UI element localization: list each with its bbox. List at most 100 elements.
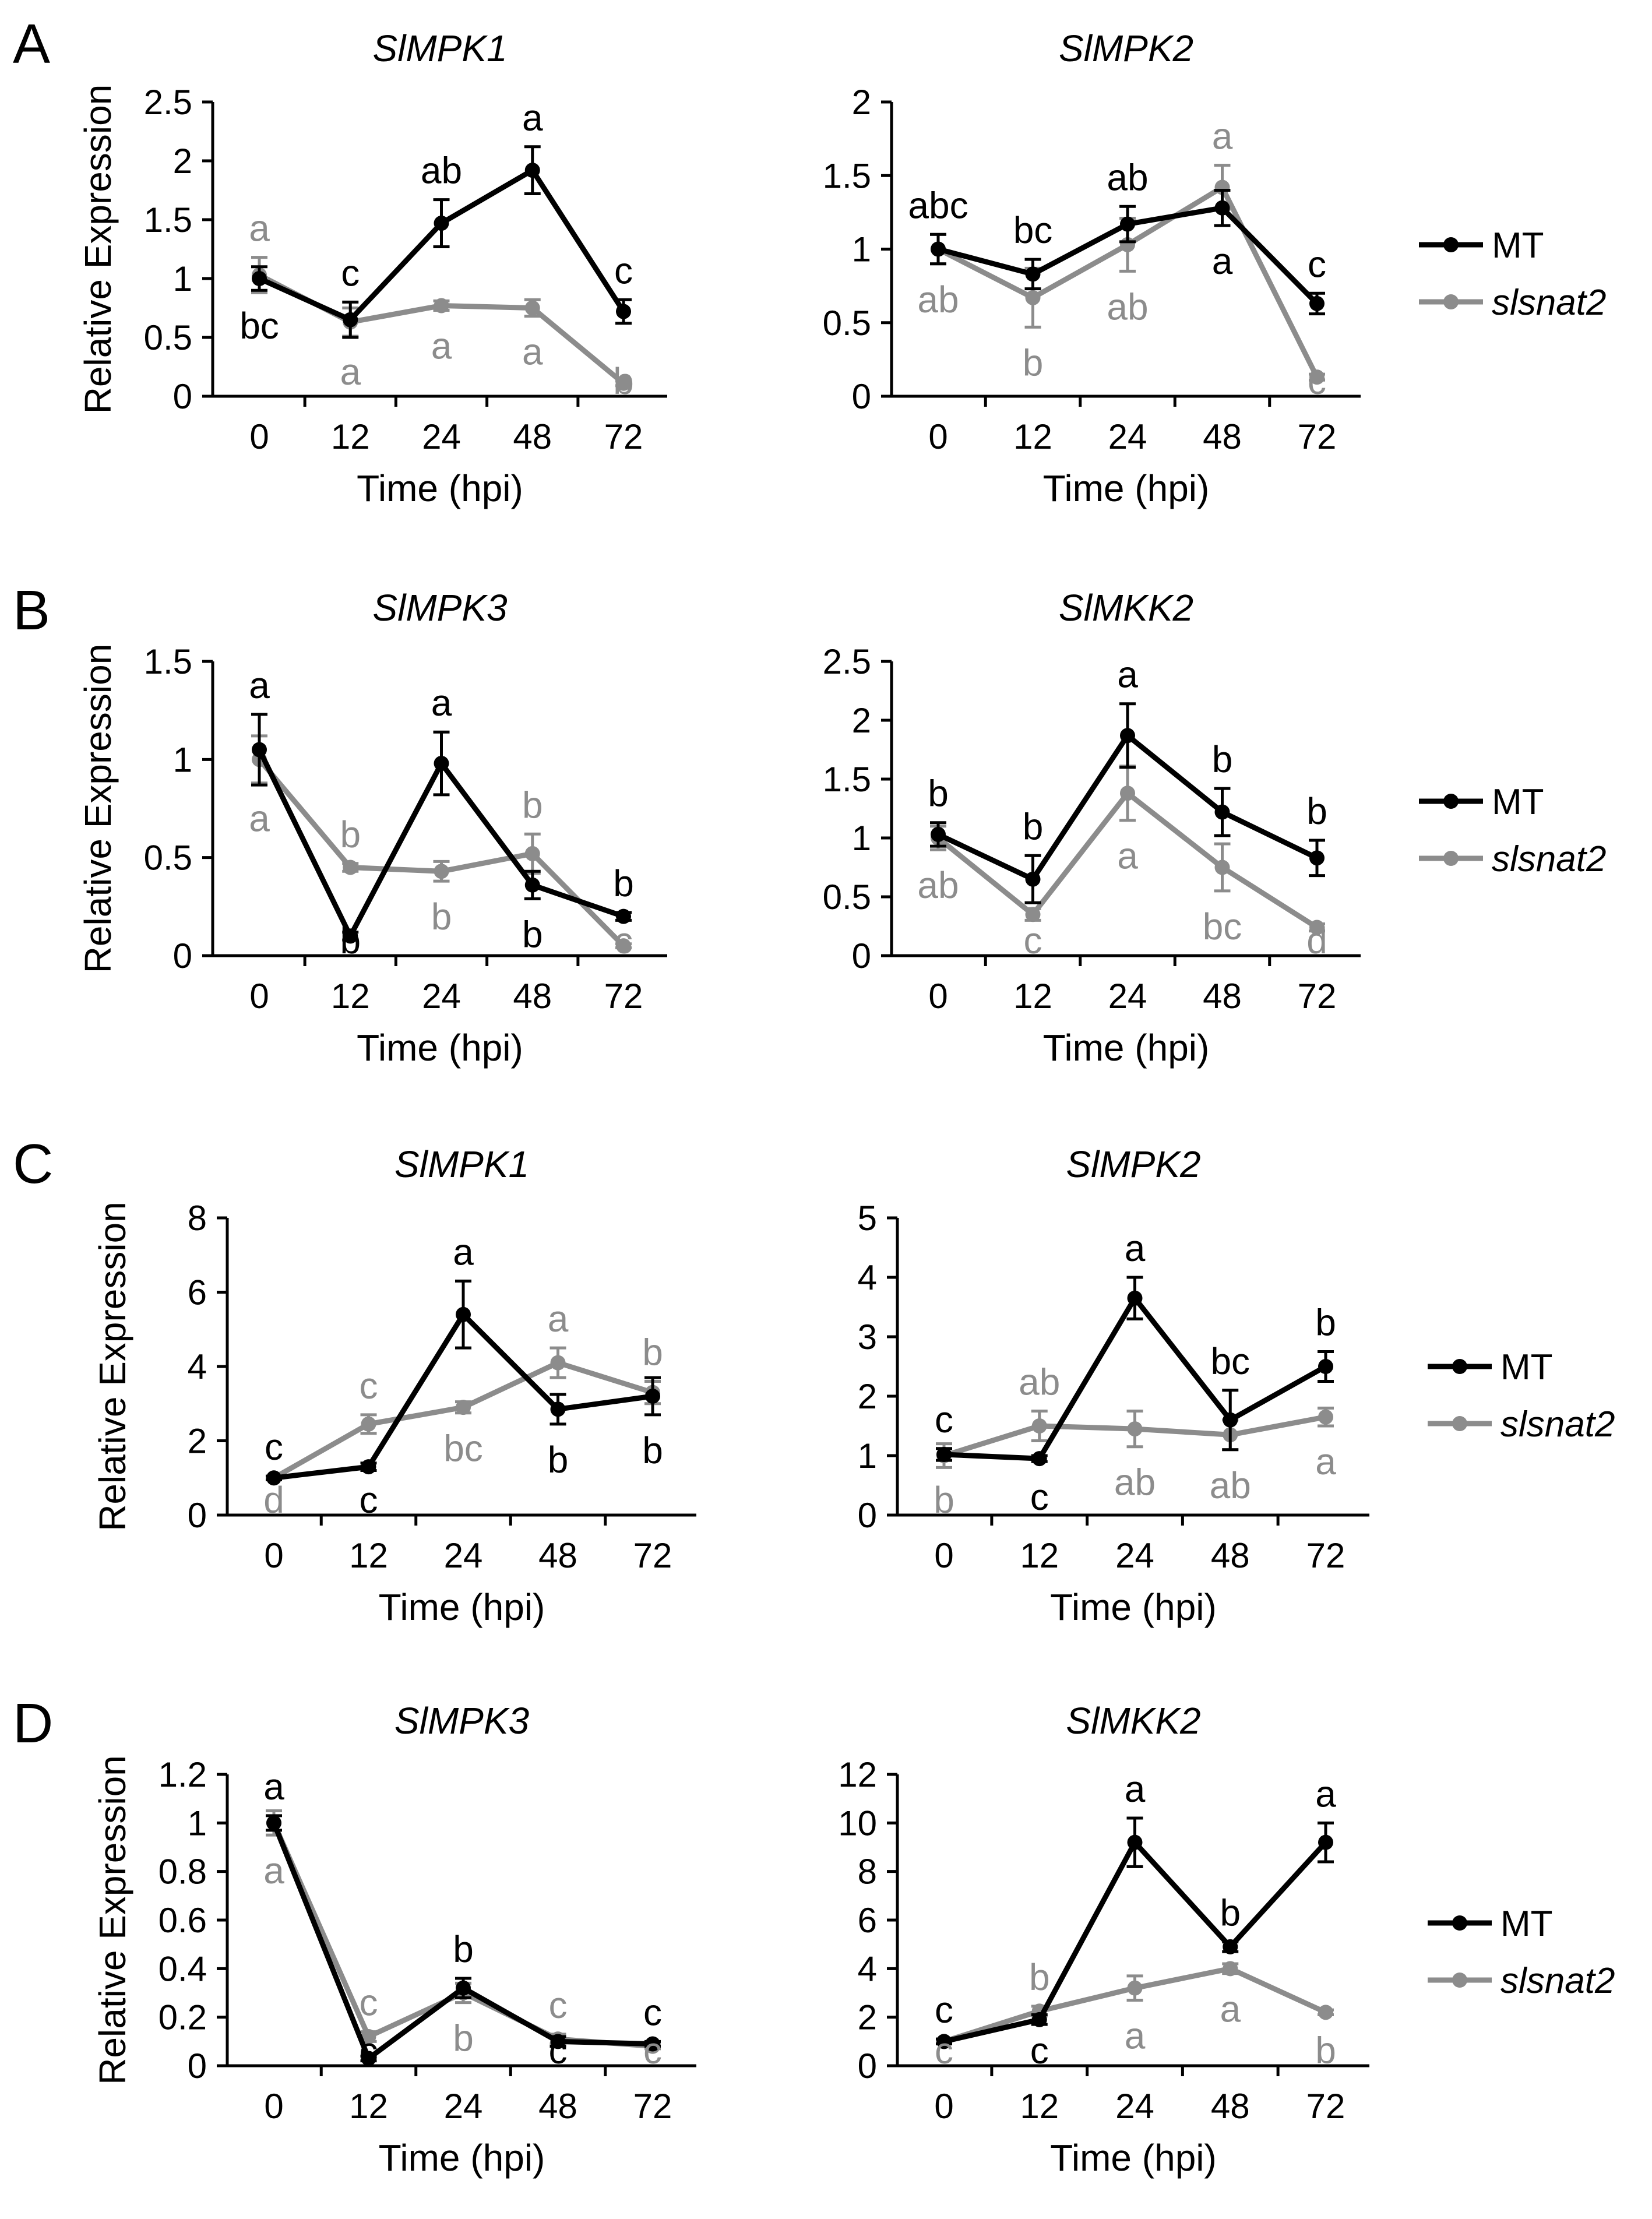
y-tick-label: 0.5 xyxy=(144,318,192,357)
y-tick-label: 10 xyxy=(838,1804,877,1843)
data-point xyxy=(361,2029,376,2044)
legend-2: MT slsnat2 xyxy=(1428,1347,1615,1445)
significance-label: a xyxy=(1117,654,1138,696)
data-point xyxy=(1025,871,1041,887)
legend-label-MT: MT xyxy=(1500,1347,1553,1387)
data-point xyxy=(1031,2012,1047,2027)
data-point xyxy=(343,928,358,944)
y-tick-label: 8 xyxy=(188,1199,207,1238)
data-point xyxy=(1318,1409,1333,1425)
legend-marker-MT xyxy=(1443,794,1459,809)
x-tick-label: 72 xyxy=(633,1536,672,1575)
significance-label: c xyxy=(1024,920,1042,961)
y-tick-label: 1.2 xyxy=(158,1755,207,1794)
significance-label: b xyxy=(431,896,452,938)
significance-label: b xyxy=(928,773,949,815)
x-tick-label: 72 xyxy=(1298,417,1337,456)
y-tick-label: 0 xyxy=(173,377,192,416)
significance-label: c xyxy=(643,2030,662,2072)
x-tick-label: 0 xyxy=(934,2087,953,2126)
panel-letter-a: A xyxy=(13,13,50,75)
data-point xyxy=(1223,1939,1238,1954)
y-tick-label: 4 xyxy=(188,1347,207,1386)
significance-label: a xyxy=(249,207,270,249)
x-tick-label: 72 xyxy=(1306,1536,1345,1575)
data-point xyxy=(1309,920,1325,935)
significance-label: a xyxy=(249,798,270,840)
significance-label: a xyxy=(1212,240,1233,282)
significance-label: a xyxy=(1220,1988,1241,2030)
y-tick-label: 0.4 xyxy=(158,1949,207,1988)
significance-label: bc xyxy=(1013,209,1053,251)
significance-label: c xyxy=(1030,2030,1049,2072)
data-point xyxy=(550,1401,566,1417)
significance-label: b xyxy=(934,1479,954,1521)
series-MT xyxy=(936,1816,1334,2049)
y-tick-label: 6 xyxy=(858,1901,877,1940)
y-tick-label: 3 xyxy=(858,1318,877,1357)
data-point xyxy=(616,938,631,954)
legend-label-slsnat2: slsnat2 xyxy=(1500,1961,1615,2001)
legend-0: MT slsnat2 xyxy=(1419,226,1606,323)
x-tick-label: 48 xyxy=(513,977,552,1016)
chart-title: SlMKK2 xyxy=(1059,587,1193,629)
y-tick-label: 1 xyxy=(852,230,871,269)
chart-title: SlMPK2 xyxy=(1066,1143,1200,1185)
x-tick-label: 24 xyxy=(1108,977,1147,1016)
significance-label: a xyxy=(1125,2015,1146,2057)
data-point xyxy=(931,826,946,842)
significance-label: b xyxy=(340,813,361,855)
significance-label: c xyxy=(614,920,633,961)
data-point xyxy=(645,2036,660,2052)
legend-label-MT: MT xyxy=(1492,226,1544,266)
series-slsnat2 xyxy=(251,256,632,391)
y-tick-label: 0 xyxy=(852,377,871,416)
x-tick-label: 0 xyxy=(249,977,269,1016)
significance-label: ab xyxy=(1210,1464,1251,1506)
data-point xyxy=(1318,1834,1333,1850)
legend-1: MT slsnat2 xyxy=(1419,782,1606,879)
significance-label: a xyxy=(1125,1768,1146,1810)
legend-label-slsnat2: slsnat2 xyxy=(1492,839,1606,879)
significance-label: b xyxy=(1220,1892,1241,1934)
significance-label: a xyxy=(263,1766,284,1808)
legend-marker-slsnat2 xyxy=(1443,851,1459,866)
y-tick-label: 4 xyxy=(858,1949,877,1988)
x-tick-label: 48 xyxy=(1203,977,1242,1016)
x-axis-title: Time (hpi) xyxy=(379,2137,545,2179)
series-MT xyxy=(251,145,632,339)
significance-label: a xyxy=(431,325,452,367)
legend-marker-MT xyxy=(1452,1359,1467,1374)
data-point xyxy=(1309,850,1325,866)
chart-title: SlMKK2 xyxy=(1066,1700,1200,1742)
data-point xyxy=(1127,1980,1143,1996)
significance-label: c xyxy=(1308,360,1326,402)
x-tick-label: 24 xyxy=(444,2087,483,2126)
data-point xyxy=(1120,786,1135,801)
x-axis-title: Time (hpi) xyxy=(379,1586,545,1628)
y-tick-label: 0 xyxy=(858,2047,877,2086)
y-tick-label: 1.5 xyxy=(823,156,871,195)
significance-label: b xyxy=(522,913,543,955)
significance-label: b xyxy=(1315,2030,1336,2072)
significance-label: c xyxy=(935,2030,953,2072)
legend-label-MT: MT xyxy=(1500,1904,1553,1944)
significance-label: b xyxy=(522,784,543,826)
x-tick-label: 12 xyxy=(349,2087,388,2126)
x-tick-label: 24 xyxy=(1115,2087,1154,2126)
significance-label: a xyxy=(1315,1440,1336,1482)
data-point xyxy=(1223,1961,1238,1977)
data-point xyxy=(1127,1290,1143,1306)
y-tick-label: 1.5 xyxy=(144,642,192,681)
significance-label: b xyxy=(613,360,634,402)
x-tick-label: 0 xyxy=(264,1536,283,1575)
legend-marker-MT xyxy=(1443,237,1459,252)
significance-label: c xyxy=(549,2030,568,2072)
data-point xyxy=(645,1389,660,1404)
x-tick-label: 0 xyxy=(934,1536,953,1575)
x-tick-label: 12 xyxy=(331,417,370,456)
x-tick-label: 72 xyxy=(604,977,643,1016)
x-tick-label: 12 xyxy=(331,977,370,1016)
